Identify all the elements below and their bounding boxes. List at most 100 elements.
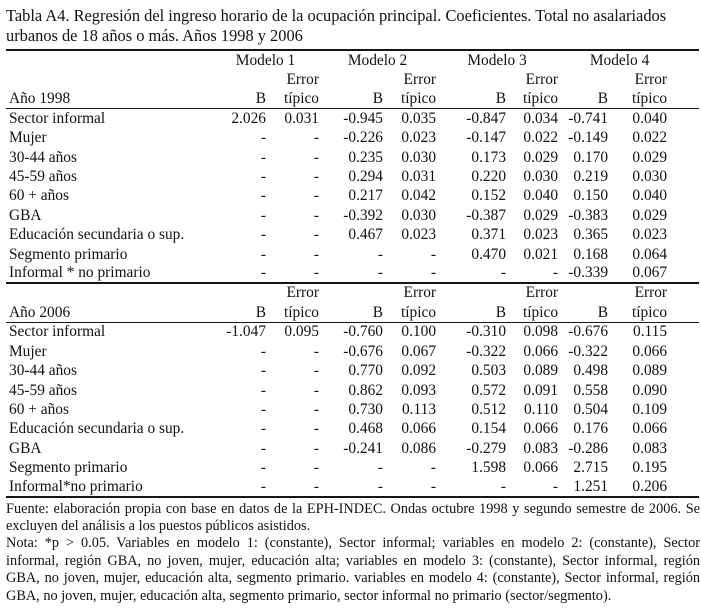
value-cell: - (319, 477, 384, 498)
value-cell: 0.176 (573, 420, 609, 438)
value-cell: 0.113 (401, 400, 437, 418)
value-cell: - (313, 187, 320, 205)
value-cell: 0.770 (348, 362, 384, 380)
regression-table: Modelo 1 Modelo 2 Modelo 3 Modelo 4 Erro… (6, 49, 700, 498)
value-cell: 0.730 (348, 400, 384, 418)
row-label: Educación secundaria o sup. (9, 420, 185, 438)
value-cell: - (212, 477, 266, 498)
row-label: Mujer (9, 342, 47, 360)
value-cell: 0.503 (471, 362, 507, 380)
table-row: Mujer - - -0.676 0.067 -0.322 0.066 -0.322 0.066 (6, 341, 699, 360)
value-cell: 0.206 (608, 477, 700, 498)
value-cell: -0.279 (466, 439, 507, 457)
value-cell: -0.322 (568, 342, 609, 360)
table-row: Informal*no primario - - - - - -1.251 0.206 (6, 477, 700, 498)
value-cell: 0.219 (573, 168, 609, 186)
value-cell: - (260, 342, 266, 360)
value-cell: 0.066 (523, 342, 559, 360)
value-cell: 0.030 (401, 148, 437, 166)
row-label: 60 + años (9, 187, 69, 205)
value-cell: 0.086 (401, 439, 437, 457)
table-notes: Fuente: elaboración propia con base en d… (6, 501, 700, 605)
model-3-header: Modelo 3 (467, 52, 527, 69)
value-cell: 0.168 (573, 245, 609, 263)
value-cell: 0.029 (523, 206, 559, 224)
value-cell: 0.220 (471, 168, 507, 186)
value-cell: -0.322 (466, 342, 507, 360)
value-cell: - (313, 459, 320, 477)
error-header: Error (403, 70, 437, 88)
row-label: Sector informal (9, 323, 106, 341)
value-cell: 0.031 (284, 109, 320, 127)
row-label: 60 + años (9, 400, 69, 418)
value-cell: 0.040 (632, 109, 668, 127)
value-cell: - (260, 148, 266, 166)
value-cell: - (313, 420, 320, 438)
value-cell: 0.498 (573, 362, 609, 380)
value-cell: 0.512 (471, 400, 507, 418)
value-cell: - (506, 263, 559, 285)
value-cell: -0.286 (568, 439, 609, 457)
value-cell: -0.241 (343, 439, 384, 457)
value-cell: -0.387 (466, 206, 507, 224)
value-cell: 0.034 (523, 109, 559, 127)
value-cell: - (313, 381, 320, 399)
value-cell: - (260, 226, 266, 244)
table-row: Educación secundaria o sup. - - 0.468 0.066 0… (6, 419, 699, 438)
value-cell: 0.042 (401, 187, 437, 205)
value-cell: 0.023 (632, 226, 668, 244)
value-cell: - (430, 245, 437, 263)
error-header: Error (634, 70, 668, 88)
row-label: 45-59 años (9, 168, 77, 186)
value-cell: 2.715 (573, 459, 609, 477)
value-cell: - (260, 381, 266, 399)
value-cell: 0.066 (523, 459, 559, 477)
value-cell: - (260, 187, 266, 205)
value-cell: 2.026 (231, 109, 266, 127)
value-cell: 1.251 (558, 477, 609, 498)
value-cell: - (313, 226, 320, 244)
error-header: Error (403, 284, 437, 302)
value-cell: 0.029 (632, 148, 668, 166)
table-row: 45-59 años - - 0.294 0.031 0.220 0.030 0.219 0.0… (6, 167, 699, 186)
value-cell: - (383, 263, 437, 285)
value-cell: 0.173 (471, 148, 507, 166)
value-cell: 0.023 (401, 129, 437, 147)
value-cell: 0.235 (348, 148, 384, 166)
value-cell: -0.226 (343, 129, 384, 147)
value-cell: -0.392 (343, 206, 384, 224)
row-label: Segmento primario (9, 459, 128, 477)
spacer-cell (558, 283, 608, 302)
error-header: Error (525, 70, 559, 88)
value-cell: 0.083 (632, 439, 668, 457)
row-label: GBA (9, 206, 42, 224)
value-cell: 0.066 (632, 342, 668, 360)
value-cell: 0.066 (401, 420, 437, 438)
spacer-cell (212, 283, 266, 302)
value-cell: 0.040 (632, 187, 668, 205)
table-row: GBA - - -0.241 0.086 -0.279 0.083 -0.286 0.083 (6, 438, 699, 457)
value-cell: -0.676 (568, 323, 609, 341)
models-header-row: Modelo 1 Modelo 2 Modelo 3 Modelo 4 (6, 50, 699, 70)
b-column-header: B (319, 88, 384, 109)
table-row: 60 + años - - 0.217 0.042 0.152 0.040 0.150 0.04… (6, 186, 699, 205)
value-cell: 0.467 (348, 226, 384, 244)
value-cell: 0.066 (523, 420, 559, 438)
tipico-column-header: típico (608, 88, 700, 109)
table-row: Sector informal -1.047 0.095 -0.760 0.100 -0.… (6, 322, 699, 341)
spacer-cell (6, 50, 212, 70)
value-cell: -0.383 (568, 206, 609, 224)
value-cell: 0.030 (523, 168, 559, 186)
tipico-column-header: típico (506, 88, 559, 109)
value-cell: 0.115 (633, 323, 668, 341)
error-header-row: Error Error Error Error (6, 283, 699, 302)
spacer-cell (436, 70, 506, 89)
b-column-header: B (558, 88, 609, 109)
table-title: Tabla A4. Regresión del ingreso horario … (6, 6, 667, 45)
b-column-header: B (212, 88, 266, 109)
value-cell: - (313, 439, 320, 457)
